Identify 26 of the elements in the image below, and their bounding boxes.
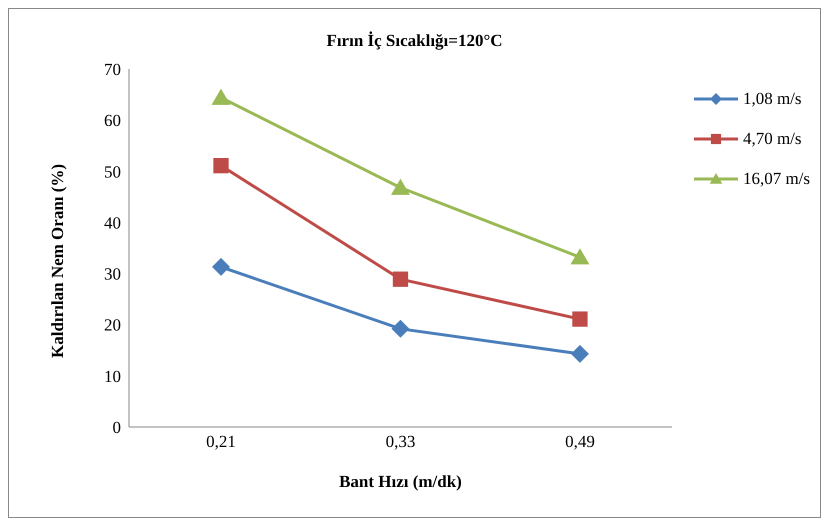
y-tick-label: 60	[104, 111, 121, 130]
point	[572, 311, 588, 327]
x-tick-label: 0,33	[386, 432, 416, 452]
legend-label: 16,07 m/s	[742, 169, 810, 189]
y-tick-label: 0	[112, 418, 121, 438]
point	[392, 272, 408, 287]
y-tick-label: 40	[104, 213, 121, 232]
point	[570, 344, 589, 363]
x-tick-label: 0,49	[565, 432, 595, 452]
y-tick-label: 10	[104, 366, 121, 386]
y-tick-label: 20	[104, 316, 121, 335]
point	[570, 248, 590, 264]
point	[391, 178, 410, 195]
point	[212, 88, 230, 105]
point	[212, 258, 230, 276]
x-tick-label: 0,21	[206, 432, 236, 452]
y-tick-label: 70	[104, 60, 121, 80]
y-tick-label: 50	[104, 162, 121, 182]
y-tick-label: 30	[104, 264, 121, 284]
legend-label: 1,08 m/s	[742, 89, 802, 109]
legend-label: 4,70 m/s	[742, 129, 802, 149]
point	[213, 158, 229, 174]
y-axis-title: Kaldırılan Nem Oranı (%)	[48, 164, 68, 358]
x-axis-title: Bant Hızı (m/dk)	[339, 472, 462, 491]
point	[391, 320, 410, 338]
chart-title: Fırın İç Sıcaklığı=120°C	[325, 31, 504, 51]
